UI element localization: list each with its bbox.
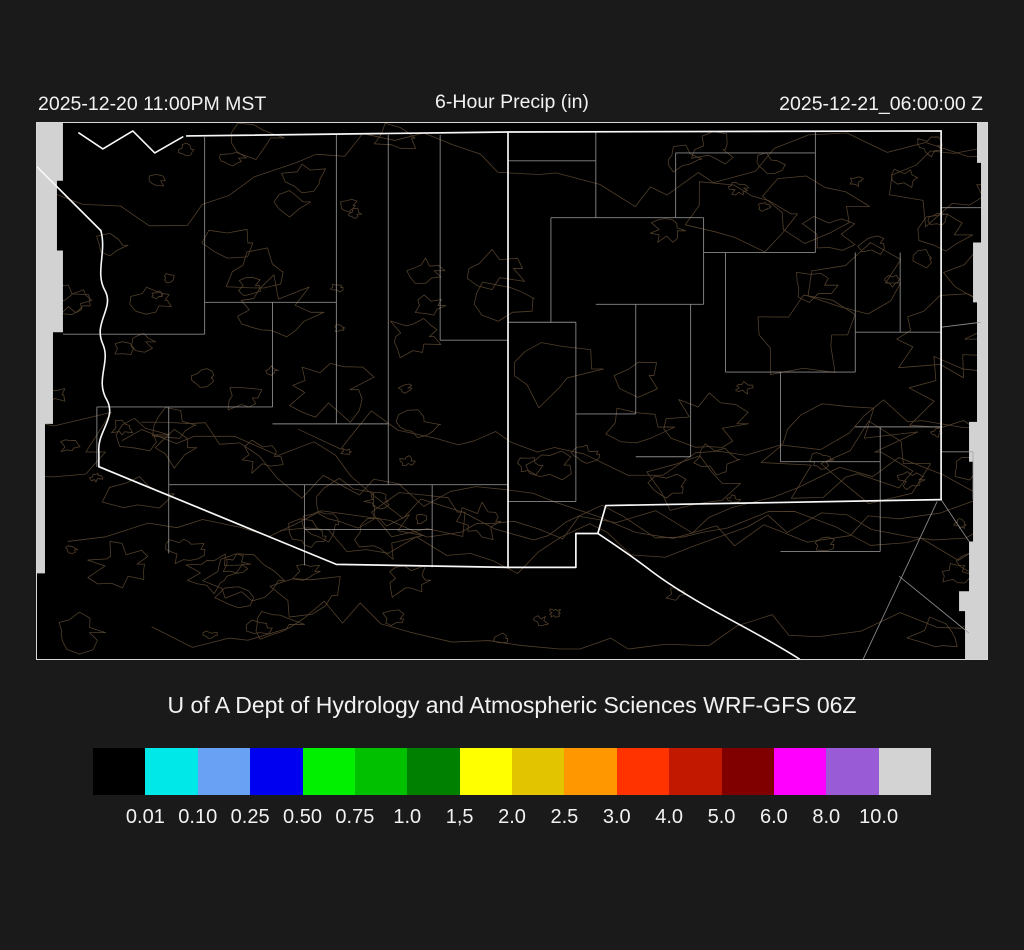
colorado-river-az-ca xyxy=(98,229,111,468)
county-borders-new-mexico xyxy=(508,130,942,552)
colorbar-tick-label: 0.25 xyxy=(230,806,270,828)
precip-map xyxy=(36,122,988,660)
county-borders-arizona xyxy=(62,134,509,568)
colorbar-tick-label: 4.0 xyxy=(655,806,684,828)
colorbar-swatch-14 xyxy=(826,748,879,795)
colorbar-swatch-2 xyxy=(197,748,251,795)
no-data-edge-right xyxy=(959,123,987,659)
precip-map-svg xyxy=(37,123,987,659)
colorbar-swatch-6 xyxy=(407,748,460,795)
colorbar-swatch-15 xyxy=(878,748,931,795)
colorbar-swatch-10 xyxy=(616,748,670,795)
colorbar-swatch-3 xyxy=(250,748,303,795)
border-nm-tx-south xyxy=(596,498,942,535)
colorbar-swatch-13 xyxy=(773,748,827,795)
colorbar-tick-label: 1,5 xyxy=(445,806,474,828)
colorbar-swatch-4 xyxy=(302,748,355,795)
colorbar-tick-label: 1.0 xyxy=(393,806,422,828)
colorbar-swatch-11 xyxy=(669,748,722,795)
valid-time-utc: 2025-12-21_06:00:00 Z xyxy=(779,93,983,115)
county-borders-texas xyxy=(862,207,982,659)
colorbar-tick-label: 0.01 xyxy=(125,806,165,828)
colorbar-labels: 0.01 0.10 0.25 0.50 0.75 1.0 1,5 2.0 2.5 3.0 4.0 5.… xyxy=(93,806,931,834)
border-az-mexico xyxy=(98,465,509,569)
caption: U of A Dept of Hydrology and Atmospheric… xyxy=(167,692,857,718)
colorbar-swatch-9 xyxy=(564,748,617,795)
precip-colorbar xyxy=(93,748,931,795)
colorbar-tick-label: 6.0 xyxy=(759,806,788,828)
colorbar-tick-label: 8.0 xyxy=(812,806,841,828)
colorbar-tick-label: 0.10 xyxy=(178,806,218,828)
no-data-edge-left xyxy=(37,123,63,574)
colorbar-swatch-5 xyxy=(354,748,408,795)
colorbar-tick-label: 2.5 xyxy=(550,806,579,828)
terrain-contours xyxy=(37,123,987,655)
colorbar-tick-label: 0.75 xyxy=(335,806,375,828)
valid-time-local: 2025-12-20 11:00PM MST xyxy=(38,93,267,115)
colorado-river-lake-powell xyxy=(78,130,184,154)
state-border-north xyxy=(185,130,942,137)
colorbar-tick-label: 5.0 xyxy=(707,806,736,828)
colorbar-tick-label: 0.50 xyxy=(283,806,322,828)
border-nm-bootheel xyxy=(507,532,599,569)
colorbar-swatch-7 xyxy=(459,748,512,795)
page-title: 6-Hour Precip (in) xyxy=(435,91,589,113)
colorbar-swatch-1 xyxy=(145,748,198,795)
colorbar-tick-label: 3.0 xyxy=(602,806,631,828)
colorbar-swatch-8 xyxy=(512,748,565,795)
state-border-nevada xyxy=(37,165,102,232)
rio-grande xyxy=(597,532,801,659)
colorbar-swatch-0 xyxy=(93,748,146,795)
colorbar-tick-label: 2.0 xyxy=(498,806,526,828)
colorbar-swatch-12 xyxy=(721,748,774,795)
colorbar-tick-label: 10.0 xyxy=(859,806,899,828)
